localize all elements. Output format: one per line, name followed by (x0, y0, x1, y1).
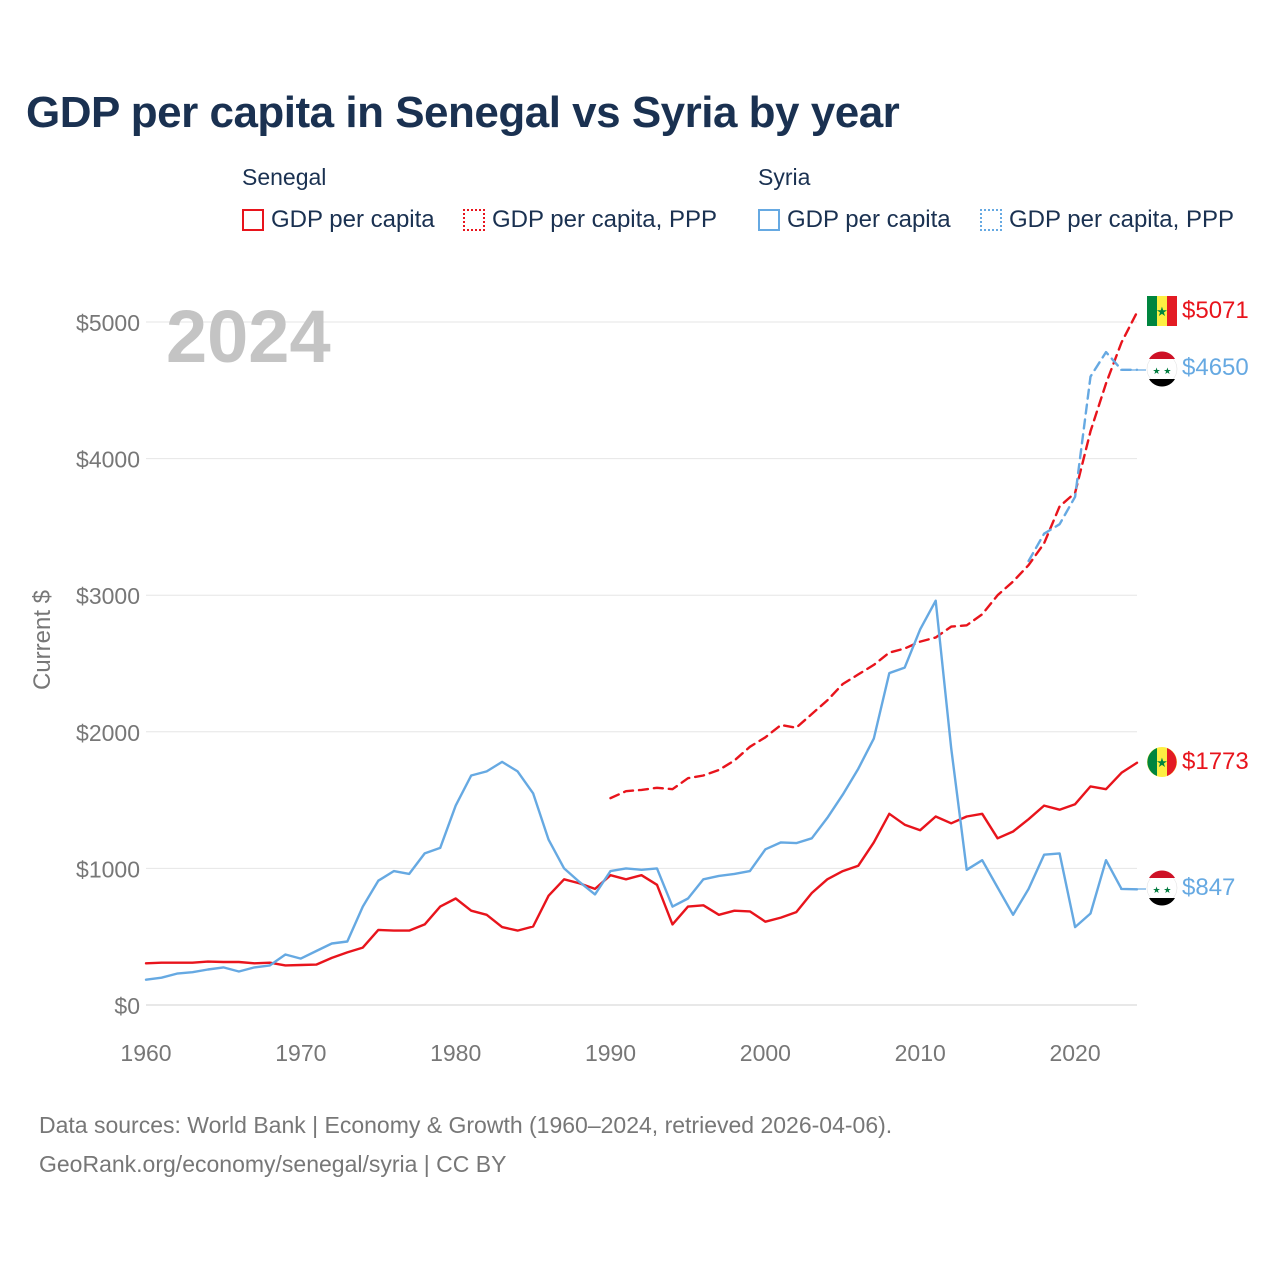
end-marker-syria-ppp: ★ ★ $4650 (1120, 351, 1249, 387)
end-label-syria-gdp: $847 (1182, 874, 1235, 901)
syria-flag-icon: ★ ★ (1146, 351, 1178, 387)
x-tick-label: 1990 (585, 1040, 636, 1066)
end-marker-senegal-gdp: ★ $1773 (1147, 747, 1249, 777)
svg-text:★: ★ (1156, 756, 1168, 771)
series-line-senegal-ppp (609, 311, 1139, 800)
x-tick-label: 1980 (430, 1040, 481, 1066)
y-tick-label: $4000 (76, 447, 140, 473)
legend-label: GDP per capita, PPP (1009, 206, 1234, 233)
senegal-flag-icon: ★ (1147, 296, 1177, 326)
end-label-syria-ppp: $4650 (1182, 354, 1249, 381)
legend-label: GDP per capita, PPP (492, 206, 717, 233)
footer-sources: Data sources: World Bank | Economy & Gro… (39, 1112, 893, 1138)
y-tick-label: $0 (114, 993, 140, 1019)
end-marker-syria-gdp: ★ ★ $847 (1120, 870, 1235, 906)
legend-item-syria-ppp[interactable]: GDP per capita, PPP (980, 204, 1234, 236)
line-chart: 2024 $0 $1000 $2000 $3000 $4000 $5000 1960 1970… (29, 295, 1249, 1066)
svg-text:★ ★: ★ ★ (1153, 886, 1172, 896)
legend-swatch-solid-icon (242, 209, 264, 231)
legend-group-syria: Syria (758, 164, 811, 190)
y-tick-label: $5000 (76, 310, 140, 336)
syria-flag-icon: ★ ★ (1146, 870, 1178, 906)
axis-layer: $0 $1000 $2000 $3000 $4000 $5000 1960 1970 1980 1… (76, 310, 1101, 1066)
legend-item-senegal-ppp[interactable]: GDP per capita, PPP (463, 204, 717, 236)
y-axis-label: Current $ (29, 590, 56, 690)
legend-swatch-dotted-icon (980, 209, 1002, 231)
grid-layer (146, 321, 1137, 1006)
svg-text:★ ★: ★ ★ (1153, 367, 1172, 377)
x-tick-label: 1970 (275, 1040, 326, 1066)
series-line-syria-ppp (1027, 350, 1139, 563)
legend-item-syria-gdp[interactable]: GDP per capita (758, 204, 951, 236)
y-tick-label: $3000 (76, 583, 140, 609)
footer-link[interactable]: GeoRank.org/economy/senegal/syria | CC B… (39, 1151, 507, 1177)
x-tick-label: 2000 (740, 1040, 791, 1066)
legend-group-senegal: Senegal (242, 164, 327, 190)
legend-label: GDP per capita (787, 206, 951, 233)
series-line-senegal-gdp (144, 761, 1139, 967)
legend-swatch-solid-icon (758, 209, 780, 231)
legend-swatch-dotted-icon (463, 209, 485, 231)
end-marker-senegal-ppp: ★ $5071 (1147, 296, 1249, 326)
year-watermark: 2024 (166, 295, 331, 378)
senegal-flag-icon: ★ (1147, 747, 1177, 777)
end-label-senegal-ppp: $5071 (1182, 297, 1249, 324)
legend-label: GDP per capita (271, 206, 435, 233)
y-tick-label: $1000 (76, 856, 140, 882)
x-tick-label: 2010 (895, 1040, 946, 1066)
x-tick-label: 1960 (120, 1040, 171, 1066)
end-label-senegal-gdp: $1773 (1182, 748, 1249, 775)
svg-text:★: ★ (1156, 305, 1168, 320)
series-layer (144, 311, 1139, 981)
y-tick-label: $2000 (76, 720, 140, 746)
chart-title: GDP per capita in Senegal vs Syria by ye… (26, 88, 900, 137)
footer: Data sources: World Bank | Economy & Gro… (39, 1106, 892, 1184)
legend-item-senegal-gdp[interactable]: GDP per capita (242, 204, 435, 236)
series-line-syria-gdp (144, 599, 1139, 981)
x-tick-label: 2020 (1049, 1040, 1100, 1066)
